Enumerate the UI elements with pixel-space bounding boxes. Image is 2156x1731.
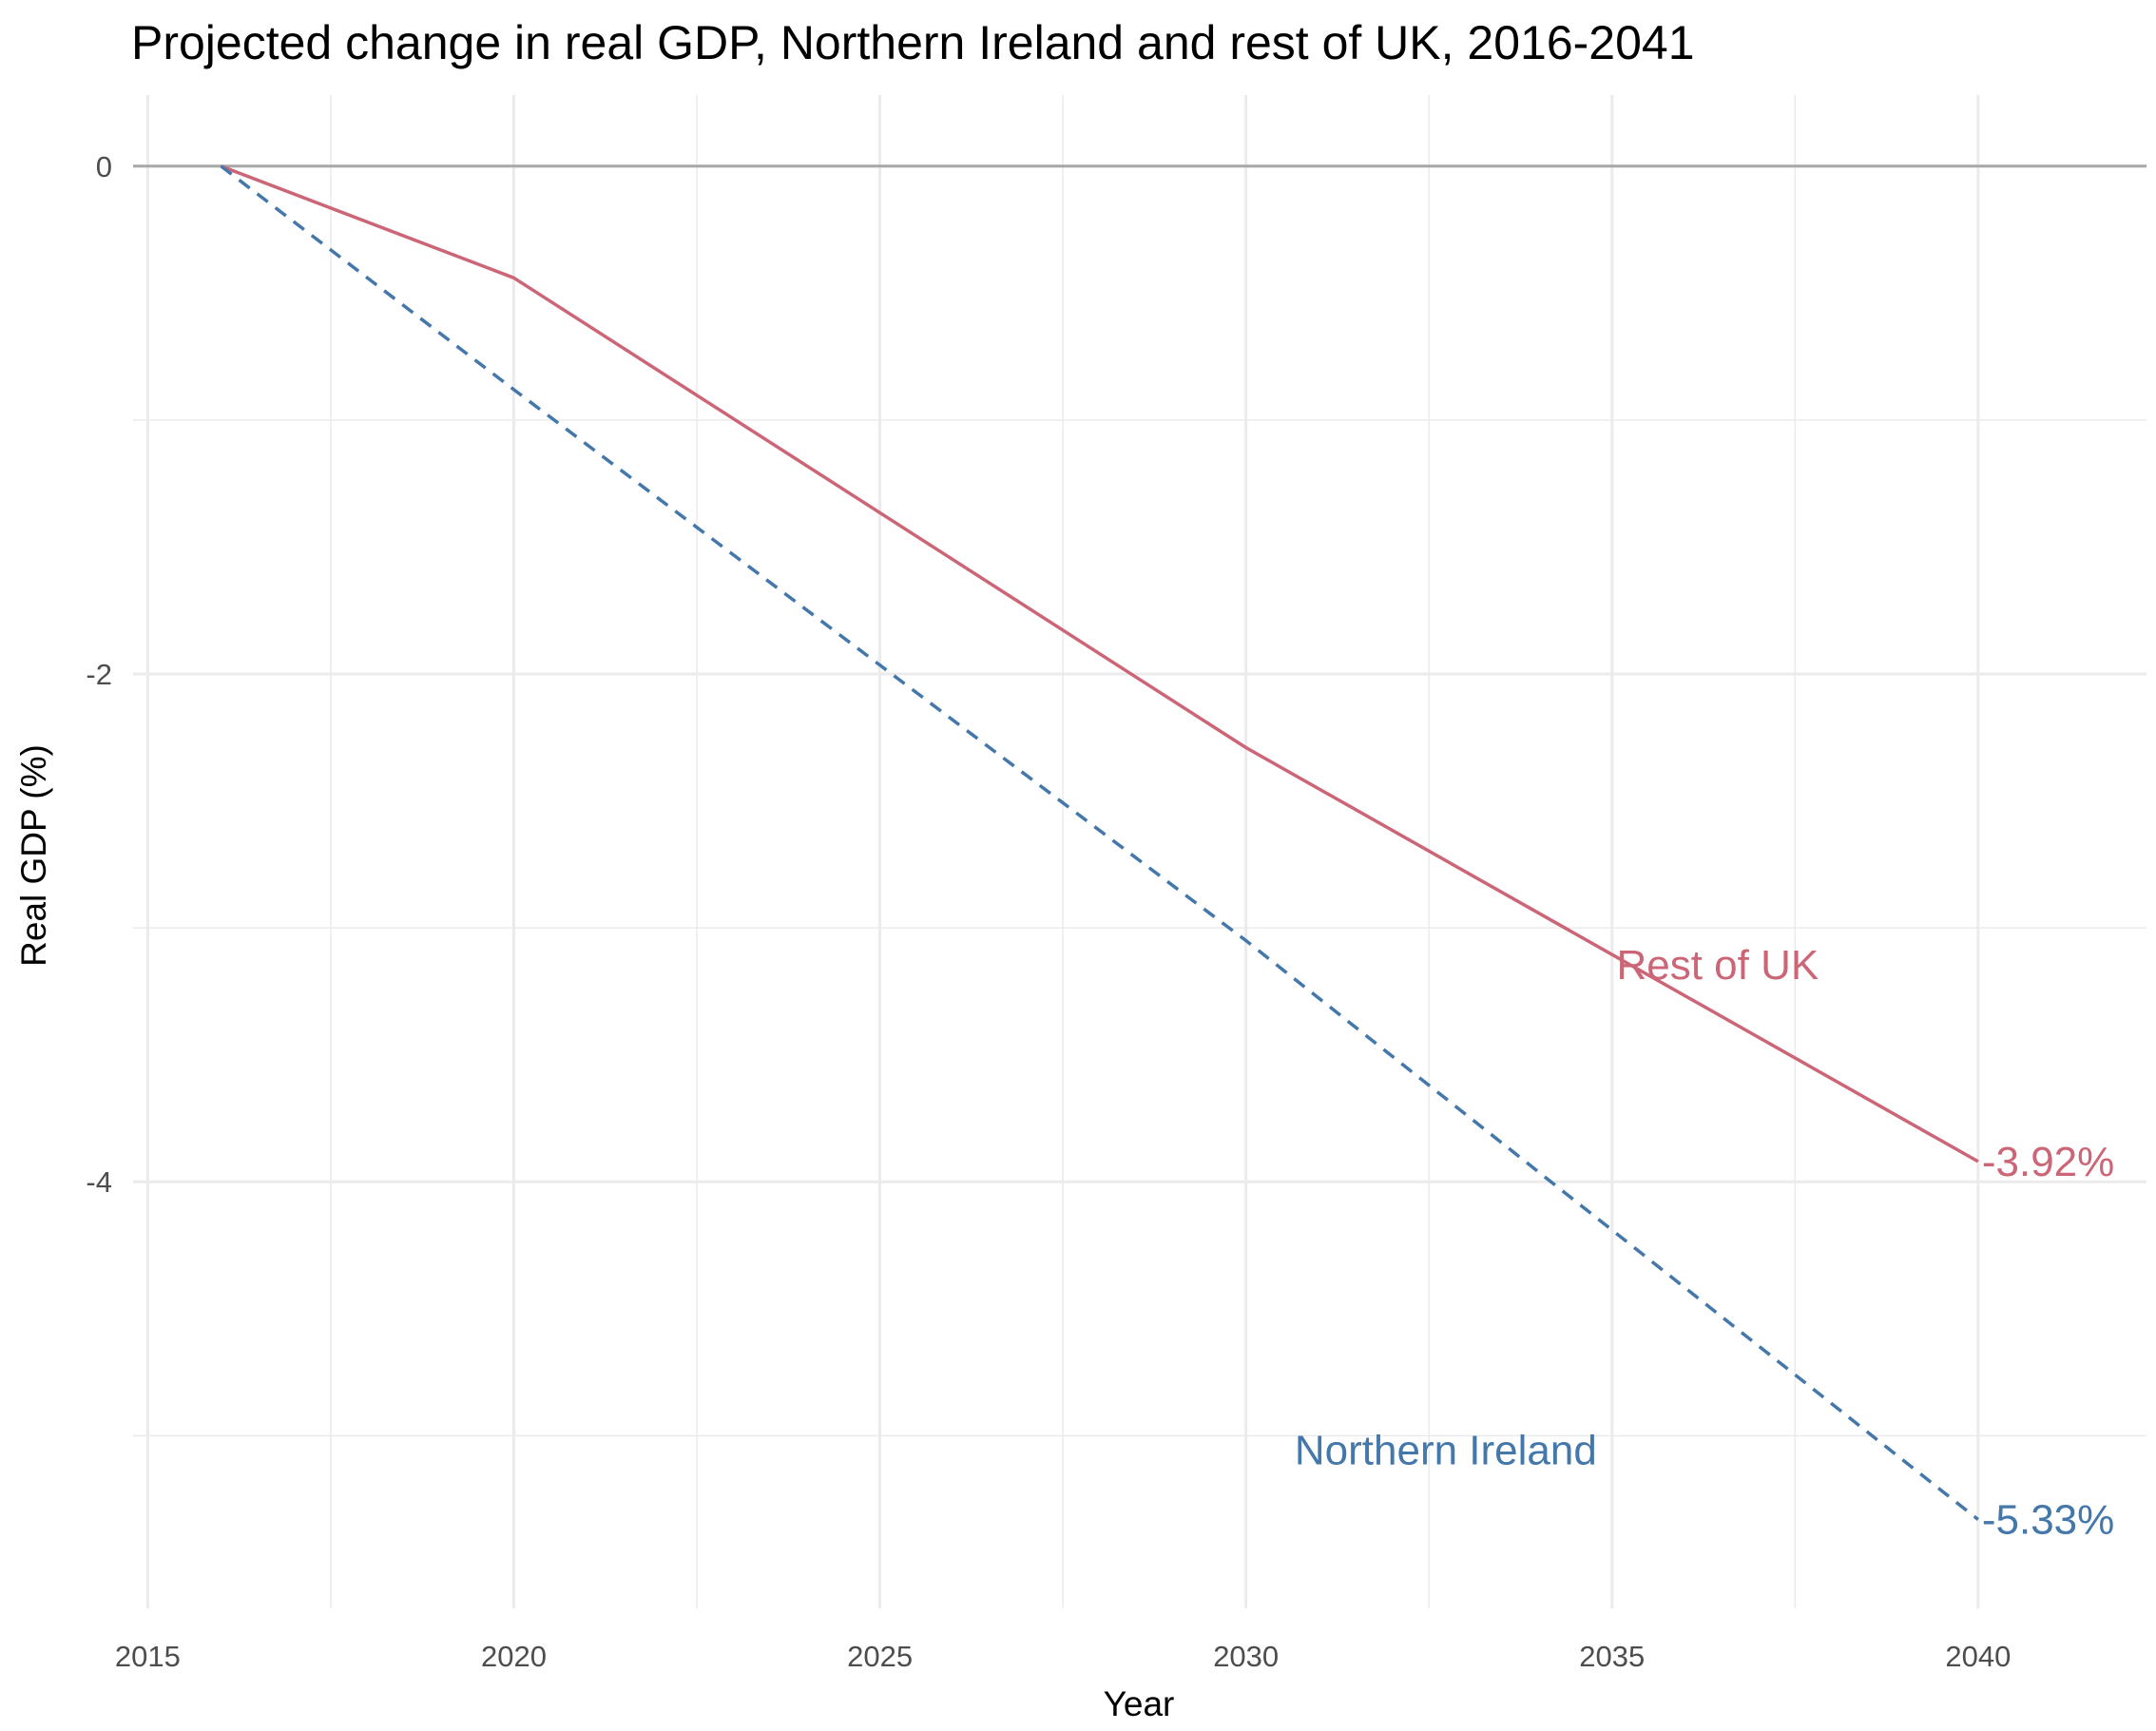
series-name-label-northern-ireland: Northern Ireland bbox=[1295, 1428, 1597, 1474]
series-name-label-rest-of-uk: Rest of UK bbox=[1616, 942, 1819, 989]
series-layer bbox=[220, 164, 1979, 1521]
y-tick-labels: 0 -2 -4 bbox=[86, 150, 112, 1199]
y-axis-title: Real GDP (%) bbox=[14, 744, 53, 967]
x-tick-labels: 2015 2020 2025 2030 2035 2040 bbox=[115, 1640, 2011, 1673]
y-tick-label: -4 bbox=[86, 1165, 112, 1199]
x-axis-title: Year bbox=[1104, 1684, 1175, 1723]
minor-gridlines bbox=[133, 95, 2146, 1608]
chart-title: Projected change in real GDP, Northern I… bbox=[131, 16, 1695, 69]
x-tick-label: 2035 bbox=[1579, 1640, 1645, 1673]
y-tick-label: -2 bbox=[86, 658, 112, 691]
x-tick-label: 2015 bbox=[115, 1640, 181, 1673]
end-value-label-rest-of-uk: -3.92% bbox=[1982, 1139, 2114, 1185]
x-tick-label: 2030 bbox=[1213, 1640, 1279, 1673]
series-labels: -3.92% -5.33% Rest of UK Northern Ireland bbox=[1295, 942, 2114, 1544]
y-tick-label: 0 bbox=[96, 150, 112, 183]
end-value-label-northern-ireland: -5.33% bbox=[1982, 1497, 2114, 1544]
x-tick-label: 2040 bbox=[1945, 1640, 2011, 1673]
x-tick-label: 2025 bbox=[847, 1640, 913, 1673]
x-tick-label: 2020 bbox=[481, 1640, 547, 1673]
series-line-northern-ireland bbox=[220, 164, 1979, 1521]
series-line-rest-of-uk bbox=[220, 164, 1979, 1164]
